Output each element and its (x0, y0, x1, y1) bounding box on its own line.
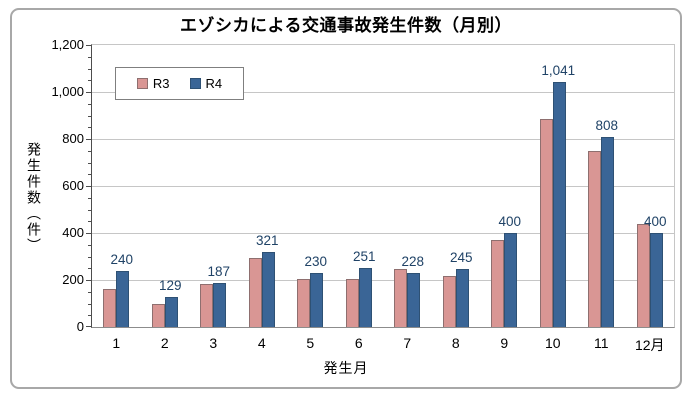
legend: R3 R4 (115, 67, 244, 100)
y-tick-600 (86, 186, 92, 187)
bar-r3-month-3 (200, 284, 214, 327)
y-tick-label-1,000: 1,000 (51, 84, 84, 99)
y-tick-300 (88, 256, 92, 258)
bar-r4-month-2 (164, 297, 178, 327)
plot-area: 0 200 400 600 800 1,000 1,200 1 240 2 129 3 187 4 321 5… (51, 37, 675, 353)
bar-r3-month-6 (345, 279, 359, 327)
y-tick-label-200: 200 (62, 272, 84, 287)
data-label-month-3: 187 (207, 264, 231, 279)
x-tick-label-9: 9 (500, 335, 509, 351)
y-tick-1050 (88, 80, 92, 82)
chart-title: エゾシカによる交通事故発生件数（月別） (180, 16, 512, 35)
r3-series-swatch (136, 78, 148, 89)
y-tick-label-800: 800 (62, 131, 84, 146)
x-tick-label-3: 3 (209, 335, 218, 351)
bar-r3-month-9 (491, 240, 505, 327)
data-label-month-1: 240 (110, 252, 134, 267)
y-tick-label-600: 600 (62, 178, 84, 193)
y-tick-200 (86, 280, 92, 281)
y-tick-label-400: 400 (62, 225, 84, 240)
y-tick-100 (88, 303, 92, 305)
data-label-month-10: 1,041 (541, 63, 576, 78)
bar-r4-month-5 (310, 273, 324, 327)
data-label-month-2: 129 (158, 278, 182, 293)
x-tick-label-5: 5 (306, 335, 315, 351)
bar-r3-month-7 (394, 269, 408, 327)
bar-r4-month-1 (116, 271, 130, 327)
legend-entry-r3: R3 (136, 76, 170, 91)
y-tick-label-0: 0 (76, 319, 84, 334)
y-tick-750 (88, 150, 92, 152)
gridline-200 (92, 280, 674, 281)
y-tick-50 (88, 315, 92, 317)
bar-r3-month-10 (539, 119, 553, 327)
data-label-month-8: 245 (449, 250, 473, 265)
data-label-month-12: 400 (643, 214, 667, 229)
y-tick-1000 (86, 92, 92, 93)
x-tick-label-12: 12月 (634, 337, 665, 353)
x-tick-label-10: 10 (544, 335, 561, 351)
gridline-800 (92, 139, 674, 140)
data-label-month-6: 251 (352, 249, 376, 264)
data-label-month-11: 808 (595, 118, 619, 133)
data-label-month-5: 230 (304, 254, 328, 269)
x-tick-label-11: 11 (593, 335, 609, 351)
bar-r3-month-1 (103, 289, 117, 327)
bar-r3-month-5 (297, 279, 311, 327)
y-tick-950 (88, 103, 92, 105)
x-tick-label-8: 8 (451, 335, 460, 351)
y-tick-0 (86, 326, 92, 327)
y-tick-650 (88, 174, 92, 176)
data-label-month-9: 400 (498, 214, 522, 229)
bar-r4-month-11 (601, 137, 615, 327)
bar-r3-month-2 (151, 304, 165, 327)
legend-label-r4: R4 (205, 76, 223, 91)
gridline-400 (92, 233, 674, 234)
bar-r4-month-8 (455, 269, 469, 327)
data-label-month-7: 228 (401, 254, 425, 269)
bar-r4-month-4 (261, 252, 275, 327)
y-axis-title: 発生件数（件） (26, 142, 42, 254)
x-axis-title: 発生月 (323, 360, 369, 376)
bar-r4-month-10 (552, 82, 566, 327)
y-tick-250 (88, 268, 92, 270)
y-tick-850 (88, 127, 92, 129)
gridline-1000 (92, 92, 674, 93)
y-tick-1150 (88, 56, 92, 58)
y-tick-label-1,200: 1,200 (51, 37, 84, 52)
bar-r4-month-9 (504, 233, 518, 327)
y-tick-700 (88, 162, 92, 164)
bar-r4-month-7 (407, 273, 421, 327)
x-tick-label-7: 7 (403, 335, 412, 351)
x-tick-label-4: 4 (257, 335, 266, 351)
y-tick-1200 (86, 45, 92, 46)
gridline-600 (92, 186, 674, 187)
y-tick-350 (88, 244, 92, 246)
bar-r3-month-8 (442, 276, 456, 327)
y-tick-900 (88, 115, 92, 117)
y-tick-550 (88, 197, 92, 199)
legend-label-r3: R3 (152, 76, 170, 91)
y-tick-500 (88, 209, 92, 211)
y-tick-450 (88, 221, 92, 223)
x-tick-label-1: 1 (112, 335, 121, 351)
r4-series-swatch (189, 78, 201, 89)
bar-r3-month-11 (588, 151, 602, 327)
x-tick-label-2: 2 (160, 335, 169, 351)
bar-r4-month-3 (213, 283, 227, 327)
y-tick-400 (86, 233, 92, 234)
bar-r3-month-12 (636, 224, 650, 327)
data-label-month-4: 321 (255, 233, 279, 248)
y-tick-150 (88, 291, 92, 293)
y-tick-1100 (88, 68, 92, 70)
legend-entry-r4: R4 (189, 76, 223, 91)
x-tick-label-6: 6 (354, 335, 363, 351)
bar-r4-month-12 (649, 233, 663, 327)
bar-r3-month-4 (248, 258, 262, 327)
y-tick-800 (86, 139, 92, 140)
bar-r4-month-6 (358, 268, 372, 327)
